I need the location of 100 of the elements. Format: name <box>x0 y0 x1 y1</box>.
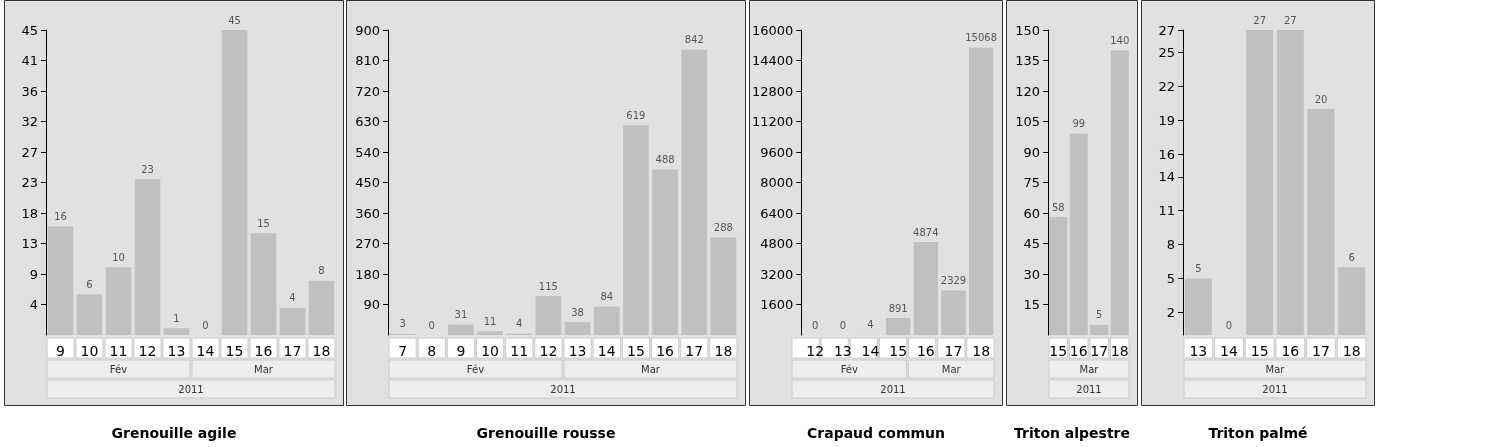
data-label: 10 <box>112 251 125 263</box>
y-tick-label: 16000 <box>752 22 794 38</box>
y-tick-label: 32 <box>21 114 38 129</box>
x-tick-label: 18 <box>1110 343 1129 359</box>
y-tick-label: 19 <box>1158 112 1175 128</box>
x-tick-label: 15 <box>627 343 645 359</box>
x-tick-label: 16 <box>1069 343 1088 359</box>
y-tick-label: 120 <box>1015 83 1040 99</box>
text: 2011 <box>880 383 906 395</box>
bar <box>477 331 503 335</box>
y-tick-label: 25 <box>1158 45 1175 61</box>
text: Triton alpestre <box>1013 425 1131 441</box>
data-label: 31 <box>454 308 468 320</box>
x-tick-label: 11 <box>510 343 529 359</box>
y-tick-label: 36 <box>21 83 38 99</box>
x-tick-label: 9 <box>456 343 466 359</box>
data-label: 891 <box>888 302 908 314</box>
data-label: 3 <box>399 318 406 330</box>
data-label: 6 <box>86 278 93 290</box>
data-label: 27 <box>1283 14 1297 26</box>
y-tick-label: 540 <box>355 144 380 160</box>
x-tick-label: 13 <box>1189 343 1208 359</box>
y-tick-label: 135 <box>1015 53 1040 68</box>
y-tick-label: 11200 <box>752 114 794 129</box>
y-tick-label: 18 <box>21 205 38 221</box>
x-tick-label: 11 <box>109 343 128 359</box>
text: 2011 <box>550 383 576 395</box>
x-tick-label: 18 <box>312 343 331 359</box>
y-tick-label: 11 <box>1158 203 1175 219</box>
x-tick-label: 18 <box>972 343 991 359</box>
data-label: 5 <box>1096 309 1103 321</box>
data-label: 16 <box>54 211 67 223</box>
x-tick-label: 13 <box>568 343 587 359</box>
data-label: 0 <box>202 319 209 331</box>
y-tick-label: 16 <box>1158 146 1175 162</box>
y-tick-label: 4800 <box>760 236 794 251</box>
text: Grenouille rousse <box>476 425 616 441</box>
y-tick-label: 5 <box>1166 271 1175 287</box>
x-tick-label: 15 <box>1250 343 1269 359</box>
x-tick-label: 18 <box>714 343 733 359</box>
x-tick-label: 14 <box>196 343 215 359</box>
data-label: 6 <box>1348 251 1355 263</box>
y-tick-label: 4 <box>29 297 38 312</box>
text: Mar <box>641 363 661 375</box>
y-tick-label: 6400 <box>760 205 794 221</box>
data-label: 0 <box>839 319 847 331</box>
x-tick-label: 13 <box>833 343 852 359</box>
y-tick-label: 22 <box>1158 78 1175 94</box>
y-tick-label: 9 <box>29 266 38 282</box>
y-tick-label: 9600 <box>760 144 794 160</box>
text: 2011 <box>178 383 204 395</box>
data-label: 45 <box>228 14 241 26</box>
text: 2011 <box>1262 383 1288 395</box>
y-tick-label: 90 <box>1023 144 1040 160</box>
y-tick-label: 14400 <box>752 53 794 68</box>
x-tick-label: 17 <box>1090 343 1109 359</box>
y-tick-label: 810 <box>355 53 380 68</box>
y-tick-label: 8000 <box>760 175 794 190</box>
y-tick-label: 1600 <box>760 297 794 312</box>
text: Grenouille agile <box>111 425 237 441</box>
x-tick-label: 14 <box>861 343 880 359</box>
x-tick-label: 7 <box>398 343 408 359</box>
data-label: 8 <box>318 265 325 277</box>
x-tick-label: 15 <box>889 343 908 359</box>
y-tick-label: 45 <box>21 22 38 38</box>
x-tick-label: 10 <box>481 343 499 359</box>
text: Fév <box>109 363 128 375</box>
x-tick-label: 14 <box>597 343 616 359</box>
y-tick-label: 27 <box>21 144 38 160</box>
y-tick-label: 12800 <box>752 83 794 99</box>
x-tick-label: 17 <box>283 343 302 359</box>
x-tick-label: 12 <box>806 343 825 359</box>
y-tick-label: 30 <box>1023 266 1040 282</box>
y-tick-label: 8 <box>1166 237 1175 253</box>
x-tick-label: 13 <box>167 343 186 359</box>
data-label: 1 <box>173 312 180 324</box>
x-tick-label: 17 <box>685 343 704 359</box>
y-tick-label: 2 <box>1166 304 1175 320</box>
x-tick-label: 15 <box>225 343 244 359</box>
text: Fév <box>466 363 485 375</box>
data-label: 58 <box>1051 201 1065 213</box>
data-label: 84 <box>600 291 614 303</box>
x-tick-label: 12 <box>138 343 157 359</box>
data-label: 4 <box>516 318 523 330</box>
y-tick-label: 270 <box>355 236 380 251</box>
x-tick-label: 16 <box>656 343 675 359</box>
y-tick-label: 630 <box>355 114 380 129</box>
data-label: 842 <box>684 34 704 46</box>
data-label: 288 <box>713 221 733 233</box>
y-tick-label: 45 <box>1023 236 1040 251</box>
y-tick-label: 60 <box>1023 205 1040 221</box>
y-tick-label: 360 <box>355 205 380 221</box>
y-tick-label: 14 <box>1158 169 1175 185</box>
data-label: 23 <box>141 163 154 175</box>
x-tick-label: 17 <box>1312 343 1330 359</box>
text: Mar <box>254 363 274 375</box>
text: Crapaud commun <box>807 425 945 441</box>
y-tick-label: 90 <box>363 297 380 312</box>
y-tick-label: 180 <box>355 266 380 282</box>
x-tick-label: 16 <box>916 343 935 359</box>
